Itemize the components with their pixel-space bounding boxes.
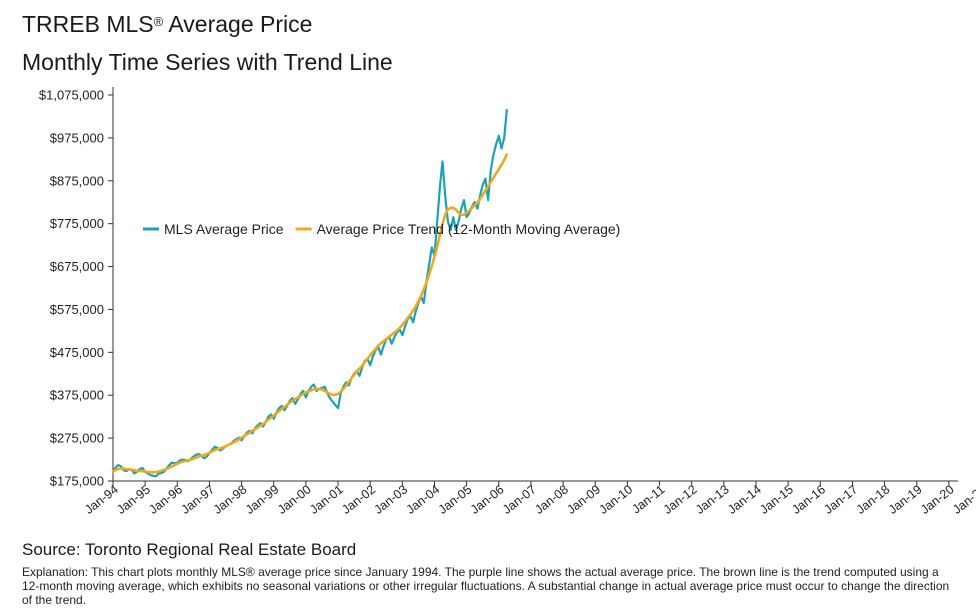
x-tick-label: Jan-19 [886,482,925,517]
x-tick-label: Jan-18 [854,482,893,517]
x-tick-label: Jan-01 [307,482,346,517]
chart-title: TRREB MLS® Average Price [22,10,312,38]
legend-label: MLS Average Price [164,221,284,237]
x-tick-label: Jan-09 [564,482,603,517]
x-tick-label: Jan-12 [661,482,700,517]
x-tick-label: Jan-04 [404,482,443,517]
x-tick-label: Jan-00 [275,482,314,517]
x-tick-label: Jan-08 [532,482,571,517]
y-tick-label: $1,075,000 [39,88,104,103]
source-note: Source: Toronto Regional Real Estate Boa… [22,540,357,559]
x-tick-label: Jan-20 [918,482,957,517]
y-tick-label: $775,000 [50,216,104,231]
x-axis: Jan-94Jan-95Jan-96Jan-97Jan-98Jan-99Jan-… [82,480,976,517]
y-tick-label: $275,000 [50,431,104,446]
legend: MLS Average Price Average Price Trend (12… [143,221,620,237]
series-line-mls-average-price [111,108,508,478]
x-tick-label: Jan-17 [822,482,861,517]
y-axis: $1,075,000 $975,000 $875,000 $775,000 $675,0… [39,87,114,489]
x-tick-label: Jan-11 [629,482,667,516]
explanation-note: Explanation: This chart plots monthly ML… [22,565,950,607]
x-tick-label: Jan-95 [114,482,153,517]
chart-title-text: TRREB MLS [22,11,154,37]
x-tick-label: Jan-03 [371,482,410,517]
x-tick-label: Jan-13 [693,482,732,517]
x-tick-label: Jan-07 [500,482,539,517]
y-tick-label: $475,000 [50,345,104,360]
line-chart: $1,075,000 $975,000 $875,000 $775,000 $675,0… [39,87,976,517]
x-tick-label: Jan-10 [596,482,635,517]
x-tick-label: Jan-02 [339,482,378,517]
x-tick-label: Jan-96 [146,482,185,517]
x-tick-label: Jan-21 [950,482,976,517]
x-tick-label: Jan-16 [789,482,828,517]
y-tick-label: $675,000 [50,259,104,274]
registered-mark: ® [153,14,164,29]
x-tick-label: Jan-97 [179,482,218,517]
y-tick-label: $975,000 [50,130,104,145]
x-tick-label: Jan-15 [757,482,796,517]
x-tick-label: Jan-99 [243,482,282,517]
y-tick-label: $375,000 [50,388,104,403]
x-tick-label: Jan-98 [211,482,250,517]
x-tick-label: Jan-14 [725,482,764,517]
x-tick-label: Jan-06 [468,482,507,517]
y-tick-label: $175,000 [50,474,104,489]
series-line-trend [111,153,509,474]
x-tick-label: Jan-05 [436,482,475,517]
legend-label: Average Price Trend (12-Month Moving Ave… [317,221,621,237]
chart-subtitle: Monthly Time Series with Trend Line [22,49,393,75]
y-tick-label: $575,000 [50,302,104,317]
series-layer [111,108,509,478]
chart-title-suffix: Average Price [163,11,313,37]
y-tick-label: $875,000 [50,173,104,188]
